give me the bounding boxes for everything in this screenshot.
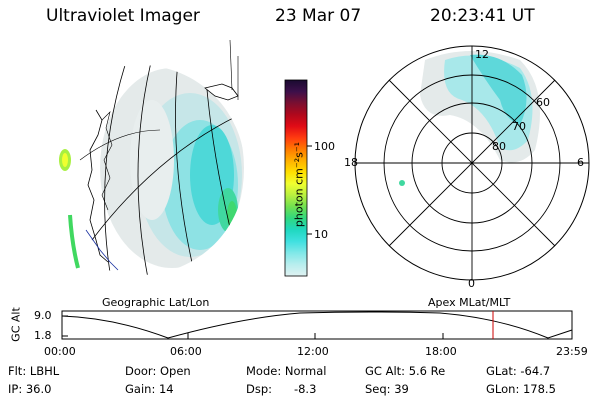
colorbar-unit-label: photon cm⁻²s⁻¹ <box>292 141 306 228</box>
date-label: 23 Mar 07 <box>275 6 362 26</box>
geographic-panel-label: Geographic Lat/Lon <box>102 296 210 309</box>
orbit-xtick-2359: 23:59 <box>556 345 588 358</box>
polar-panel-label: Apex MLat/MLT <box>428 296 511 309</box>
info-seq: Seq: 39 <box>365 382 409 396</box>
mlt-label-12: 12 <box>475 48 489 61</box>
mlt-label-6: 6 <box>577 156 584 169</box>
info-gc-alt: GC Alt: 5.6 Re <box>365 364 446 378</box>
instrument-title: Ultraviolet Imager <box>46 6 200 26</box>
info-gain: Gain: 14 <box>125 382 174 396</box>
orbit-plot <box>61 310 573 340</box>
orbit-xtick-1800: 18:00 <box>425 345 457 358</box>
mlat-label-80: 80 <box>492 140 506 153</box>
info-door: Door: Open <box>125 364 191 378</box>
mlt-label-18: 18 <box>344 156 358 169</box>
mlat-label-70: 70 <box>512 120 526 133</box>
mlt-label-0: 0 <box>468 277 475 290</box>
orbit-xtick-0000: 00:00 <box>44 345 76 358</box>
orbit-xtick-1200: 12:00 <box>297 345 329 358</box>
info-dsp: Dsp: -8.3 <box>246 382 317 396</box>
info-mode: Mode: Normal <box>246 364 327 378</box>
polar-image <box>354 45 590 281</box>
mlat-label-60: 60 <box>536 96 550 109</box>
info-glon: GLon: 178.5 <box>486 382 556 396</box>
colorbar-tick-100: 100 <box>314 140 335 153</box>
geographic-image <box>35 39 245 275</box>
info-glat: GLat: -64.7 <box>486 364 551 378</box>
time-label: 20:23:41 UT <box>430 6 535 26</box>
info-filter: Flt: LBHL <box>8 364 60 378</box>
colorbar-tick-10: 10 <box>314 228 328 241</box>
info-ip: IP: 36.0 <box>8 382 52 396</box>
orbit-xtick-0600: 06:00 <box>170 345 202 358</box>
orbit-ylabel: GC Alt <box>9 307 23 342</box>
orbit-ytick-1.8: 1.8 <box>34 329 52 342</box>
orbit-ytick-9: 9.0 <box>34 309 52 322</box>
colorbar <box>284 79 312 277</box>
